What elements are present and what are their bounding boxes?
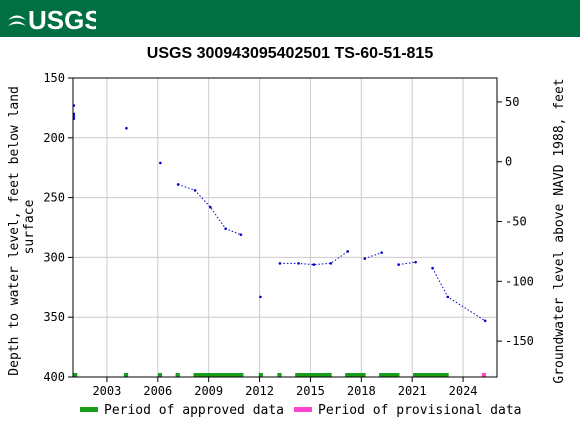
usgs-header-bar: USGS	[0, 0, 580, 37]
y-left-tick-label: 300	[43, 250, 65, 264]
approved-period-bar	[175, 373, 180, 377]
x-tick-label: 2012	[245, 384, 274, 398]
legend: Period of approved data Period of provis…	[80, 403, 522, 418]
data-point	[176, 183, 180, 186]
x-tick-label: 2006	[143, 384, 172, 398]
data-period-bars	[73, 373, 486, 377]
connecting-lines	[178, 183, 486, 322]
series-dotted-line	[364, 252, 382, 260]
y-left-tick-label: 200	[43, 131, 65, 145]
y-left-tick-label: 150	[43, 71, 65, 85]
data-point	[329, 262, 333, 265]
y-left-tick-label: 250	[43, 191, 65, 205]
y-right-tick-label: -50	[505, 215, 527, 229]
y-left-tick-label: 350	[43, 310, 65, 324]
grid-lines	[73, 77, 497, 378]
data-point	[224, 227, 227, 230]
approved-period-bar	[413, 373, 449, 377]
data-point	[380, 251, 383, 254]
y-right-tick-label: 0	[505, 155, 512, 169]
approved-period-bar	[277, 373, 282, 377]
provisional-period-bar	[481, 373, 486, 377]
y-left-axis-ticks: 150 200 250 300 350 400	[43, 71, 73, 384]
y-right-tick-label: -150	[505, 334, 534, 348]
series-dotted-line	[398, 261, 416, 266]
approved-period-bar	[73, 373, 78, 377]
data-point	[193, 189, 197, 192]
approved-period-bar	[345, 373, 366, 377]
data-point	[431, 266, 434, 270]
data-point	[346, 250, 350, 253]
data-point	[414, 260, 417, 264]
series-dotted-line	[178, 183, 242, 236]
data-point	[397, 263, 400, 266]
data-point	[312, 263, 316, 266]
legend-approved-swatch	[80, 407, 98, 412]
data-point	[446, 295, 450, 299]
approved-period-bar	[157, 373, 163, 377]
x-tick-label: 2018	[347, 384, 376, 398]
x-tick-label: 2009	[194, 384, 223, 398]
chart-title: USGS 300943095402501 TS-60-51-815	[147, 45, 434, 62]
approved-period-bar	[258, 373, 263, 377]
series-dotted-line	[279, 250, 349, 266]
usgs-logo: USGS	[8, 5, 96, 34]
y-left-tick-label: 400	[43, 370, 65, 384]
x-tick-label: 2021	[398, 384, 427, 398]
approved-period-bar	[123, 373, 129, 377]
data-point	[239, 233, 243, 236]
usgs-logo-text: USGS	[28, 5, 96, 34]
legend-provisional-swatch	[294, 407, 312, 412]
y-right-axis-ticks: 50 0 -50 -100 -150	[497, 95, 534, 348]
y-right-tick-label: 50	[505, 95, 519, 109]
plot-frame	[72, 77, 498, 378]
y-axis-right-label: Groundwater level above NAVD 1988, feet	[552, 78, 567, 383]
data-point	[259, 295, 262, 299]
x-tick-label: 2003	[92, 384, 121, 398]
data-points	[72, 104, 487, 323]
y-axis-left-label-line-1: Depth to water level, feet below land	[7, 86, 22, 376]
legend-approved-label: Period of approved data	[104, 403, 284, 418]
data-point	[363, 257, 367, 260]
approved-period-bar	[379, 373, 400, 377]
x-axis-ticks: 2003 2006 2009 2012 2015 2018 2021 2024	[92, 377, 478, 398]
approved-period-bar	[295, 373, 332, 377]
y-right-tick-label: -100	[505, 274, 534, 288]
groundwater-chart: USGS 300943095402501 TS-60-51-815 2003 20…	[7, 45, 567, 418]
x-tick-label: 2024	[449, 384, 478, 398]
approved-period-bar	[193, 373, 244, 377]
data-point	[209, 205, 212, 209]
data-point	[297, 262, 300, 265]
data-point	[483, 319, 487, 323]
legend-provisional-label: Period of provisional data	[318, 403, 522, 418]
y-axis-left-label: Depth to water level, feet below land su…	[7, 78, 37, 375]
data-point	[125, 126, 128, 130]
y-axis-left-label-line-2: surface	[22, 199, 37, 254]
x-tick-label: 2015	[296, 384, 325, 398]
data-point	[159, 161, 162, 165]
data-point	[278, 262, 282, 265]
series-dotted-line	[432, 267, 486, 322]
